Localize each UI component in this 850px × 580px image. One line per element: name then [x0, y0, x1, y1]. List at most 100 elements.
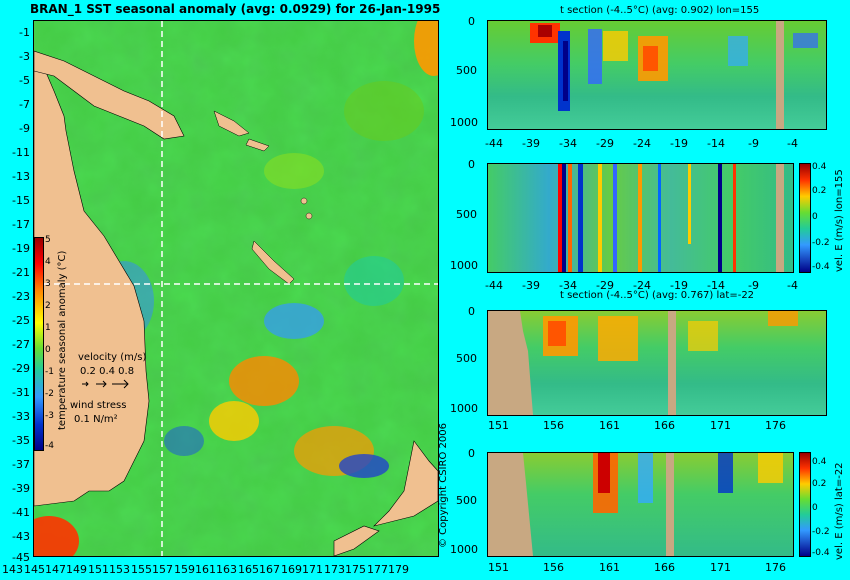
vel-tick: -0.4: [812, 262, 830, 272]
lon-tick: 173: [324, 563, 345, 576]
depth-tick: 500: [456, 494, 477, 507]
sst-map-svg: [34, 21, 438, 556]
lat-section-tick: -24: [633, 279, 651, 292]
colorbar-tick: 4: [45, 257, 51, 267]
vel-section-lat-22: [487, 452, 794, 557]
velocity-label: velocity (m/s): [78, 352, 147, 363]
wind-scale: 0.1 N/m²: [74, 414, 118, 425]
lat-section-tick: -44: [485, 137, 503, 150]
lat-tick: -33: [12, 410, 30, 423]
lon-section-tick: 151: [488, 561, 509, 574]
lon-tick: 167: [259, 563, 280, 576]
lat-tick: -41: [12, 506, 30, 519]
depth-tick: 500: [456, 208, 477, 221]
lat-section-tick: -29: [596, 279, 614, 292]
lat-section-tick: -9: [748, 137, 759, 150]
lon-section-tick: 161: [599, 561, 620, 574]
depth-tick: 1000: [450, 259, 478, 272]
colorbar-tick: 3: [45, 279, 51, 289]
vel-label-lon155: vel. E (m/s) lon=155: [834, 169, 845, 272]
vel-section-lon155: [487, 163, 794, 273]
lat-tick: -27: [12, 338, 30, 351]
lat-section-tick: -29: [596, 137, 614, 150]
velocity-scale: 0.2 0.4 0.8: [80, 366, 135, 377]
lat-tick: -45: [12, 551, 30, 564]
depth-tick: 1000: [450, 543, 478, 556]
section-title-lon155: t section (-4..5°C) (avg: 0.902) lon=155: [560, 5, 760, 16]
colorbar-tick: -3: [45, 411, 54, 421]
colorbar-tick: 0: [45, 345, 51, 355]
temp-section-lat-22: [487, 310, 827, 416]
vel-tick: -0.2: [812, 238, 830, 248]
lat-tick: -43: [12, 530, 30, 543]
lat-section-tick: -9: [748, 279, 759, 292]
lon-tick: 165: [238, 563, 259, 576]
lon-tick: 163: [216, 563, 237, 576]
australia-land: [34, 60, 150, 507]
lon-section-tick: 166: [654, 561, 675, 574]
temp-section-lon155: [487, 20, 827, 130]
lon-tick: 155: [131, 563, 152, 576]
lat-section-tick: -24: [633, 137, 651, 150]
lon-tick: 179: [388, 563, 409, 576]
vel-tick: 0.4: [812, 162, 827, 172]
vel-tick: 0: [812, 503, 818, 513]
new-zealand-land: [373, 440, 438, 527]
lon-section-tick: 166: [654, 419, 675, 432]
lon-section-tick: 156: [543, 419, 564, 432]
lat-tick: -7: [19, 98, 30, 111]
lon-tick: 157: [152, 563, 173, 576]
wind-label: wind stress: [70, 400, 127, 411]
lat-tick: -23: [12, 290, 30, 303]
lat-tick: -31: [12, 386, 30, 399]
lat-tick: -1: [19, 26, 30, 39]
vel-tick: 0: [812, 212, 818, 222]
vel-label-lat-22: vel. E (m/s) lat=-22: [834, 462, 845, 560]
lon-tick: 149: [66, 563, 87, 576]
lat-section-tick: -4: [787, 137, 798, 150]
lat-tick: -15: [12, 194, 30, 207]
lat-section-tick: -14: [707, 137, 725, 150]
lon-section-tick: 171: [710, 419, 731, 432]
lon-tick: 161: [195, 563, 216, 576]
lat-section-tick: -19: [670, 137, 688, 150]
sst-map: [33, 20, 439, 557]
colorbar-tick: 1: [45, 323, 51, 333]
lon-tick: 145: [24, 563, 45, 576]
lat-tick: -9: [19, 122, 30, 135]
depth-tick: 1000: [450, 116, 478, 129]
vel-tick: 0.4: [812, 457, 827, 467]
lat-tick: -19: [12, 242, 30, 255]
lat-tick: -3: [19, 50, 30, 63]
depth-tick: 0: [468, 305, 475, 318]
lon-section-tick: 176: [765, 561, 786, 574]
depth-tick: 500: [456, 64, 477, 77]
map-title: BRAN_1 SST seasonal anomaly (avg: 0.0929…: [30, 2, 441, 16]
sst-colorbar: [34, 237, 44, 451]
lon-tick: 147: [45, 563, 66, 576]
lat-tick: -21: [12, 266, 30, 279]
velocity-arrows: [80, 378, 130, 393]
depth-tick: 1000: [450, 402, 478, 415]
lon-section-tick: 156: [543, 561, 564, 574]
lon-tick: 151: [88, 563, 109, 576]
colorbar-tick: -2: [45, 389, 54, 399]
copyright: © Copyright CSIRO 2006: [438, 423, 449, 548]
colorbar-tick: 2: [45, 301, 51, 311]
lon-tick: 159: [174, 563, 195, 576]
lat-tick: -37: [12, 458, 30, 471]
depth-tick: 0: [468, 158, 475, 171]
lat-section-tick: -34: [559, 279, 577, 292]
lon-section-tick: 176: [765, 419, 786, 432]
lon-tick: 177: [367, 563, 388, 576]
lon-tick: 175: [345, 563, 366, 576]
lat-tick: -5: [19, 74, 30, 87]
colorbar-label: temperature seasonal anomaly (°C): [57, 250, 68, 430]
lat-section-tick: -4: [787, 279, 798, 292]
lat-tick: -39: [12, 482, 30, 495]
lon-section-tick: 171: [710, 561, 731, 574]
vel-tick: -0.4: [812, 548, 830, 558]
lat-section-tick: -44: [485, 279, 503, 292]
lat-section-tick: -19: [670, 279, 688, 292]
section-title-lat-22: t section (-4..5°C) (avg: 0.767) lat=-22: [560, 290, 755, 301]
